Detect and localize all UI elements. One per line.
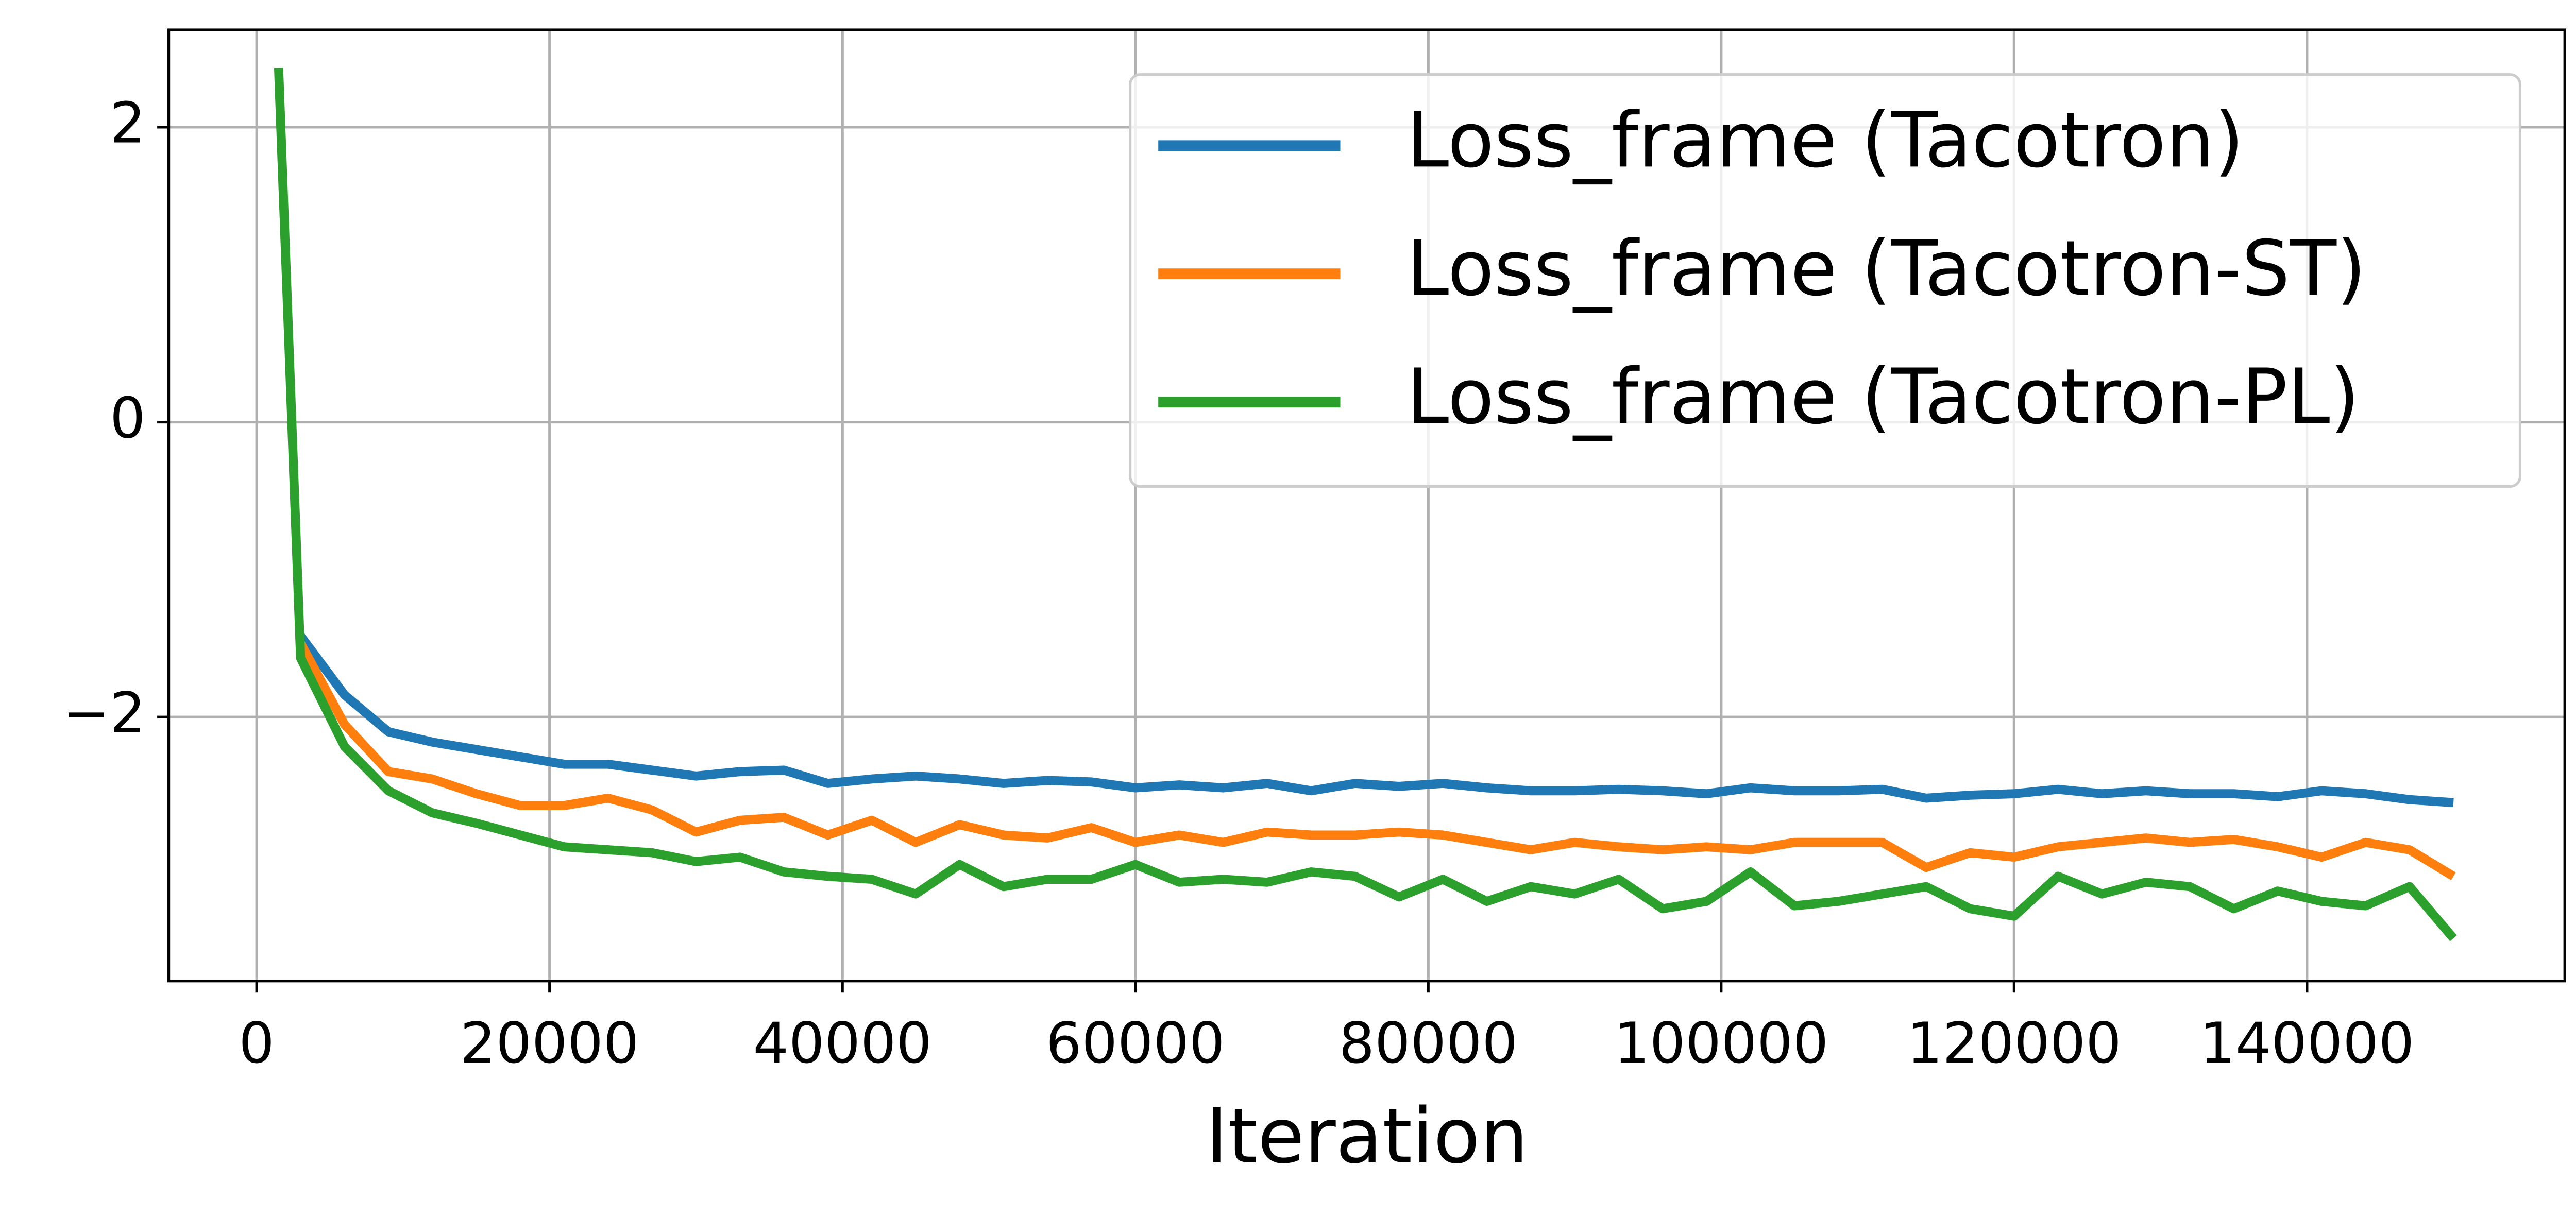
y-tick-label: −2 xyxy=(63,680,146,746)
line-series xyxy=(297,633,2454,808)
x-tick-label: 40000 xyxy=(753,1011,932,1076)
legend-label: Loss_frame (Tacotron) xyxy=(1406,96,2244,184)
legend-label: Loss_frame (Tacotron-PL) xyxy=(1406,352,2360,441)
x-tick-label: 80000 xyxy=(1339,1011,1518,1076)
x-tick-label: 120000 xyxy=(1907,1011,2122,1076)
x-tick-label: 0 xyxy=(239,1011,274,1076)
x-tick-label: 100000 xyxy=(1614,1011,1828,1076)
x-tick-label: 140000 xyxy=(2199,1011,2414,1076)
x-tick-label: 20000 xyxy=(460,1011,639,1076)
y-tick-label: 2 xyxy=(110,91,145,156)
line-series xyxy=(296,641,2456,881)
x-axis-label: Iteration xyxy=(1206,1092,1529,1180)
legend-label: Loss_frame (Tacotron-ST) xyxy=(1406,224,2366,313)
legend: Loss_frame (Tacotron) Loss_frame (Tacotro… xyxy=(1129,73,2522,488)
y-tick-label: 0 xyxy=(110,385,145,451)
legend-box xyxy=(1129,73,2522,488)
line-series xyxy=(274,68,2457,941)
plot-frame xyxy=(167,28,2566,983)
x-tick-label: 60000 xyxy=(1046,1011,1225,1076)
